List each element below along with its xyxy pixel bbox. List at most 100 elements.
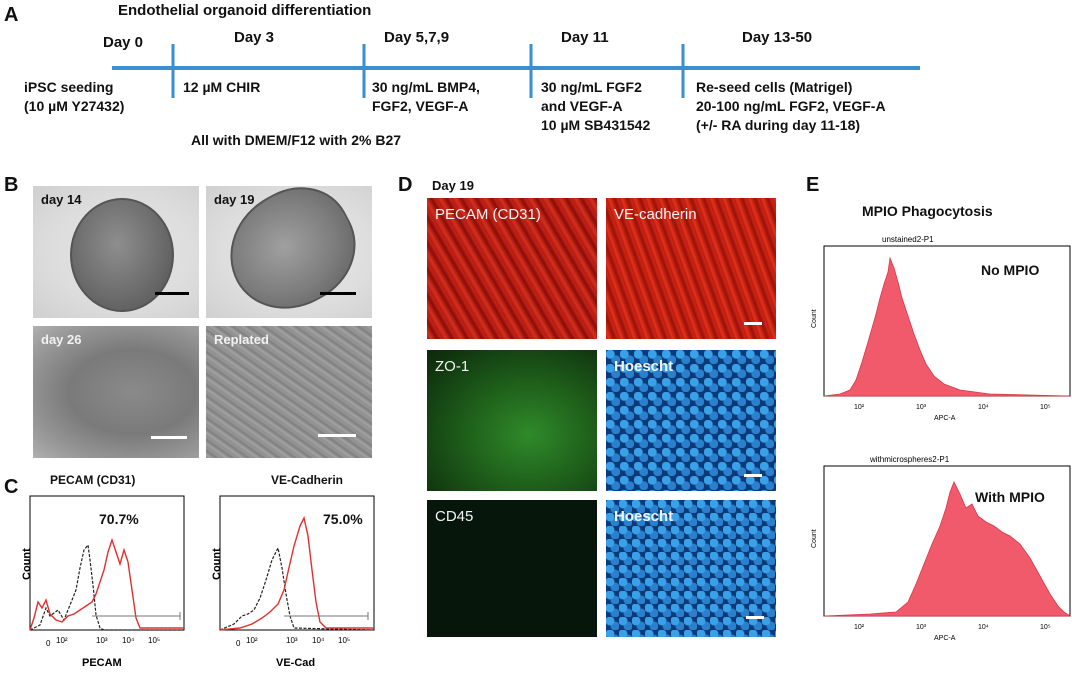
scale-bar — [320, 292, 356, 295]
fluor-vecadherin: VE-cadherin — [606, 198, 776, 339]
day-label-5-7-9: Day 5,7,9 — [384, 29, 450, 46]
percent-pecam: 70.7% — [99, 511, 139, 527]
image-label: Replated — [214, 332, 269, 347]
step-1: 12 µM CHIR — [183, 78, 260, 97]
x-tick: 10² — [854, 624, 865, 631]
fluor-pecam: PECAM (CD31) — [427, 198, 597, 339]
brightfield-replated: Replated — [206, 326, 372, 458]
step-2-line-1: 30 ng/mL BMP4, — [372, 79, 480, 95]
stained-histogram — [29, 537, 184, 631]
day-label-3: Day 3 — [234, 29, 275, 46]
flow-plot-with-mpio: withmicrospheres2-P1 Count 10² 10³ 10⁴ 1… — [811, 455, 1072, 642]
label-no-mpio: No MPIO — [981, 262, 1040, 278]
control-histogram — [29, 543, 184, 631]
flow-plot-no-mpio: unstained2-P1 Count 10² 10³ 10⁴ 10⁵ APC-… — [811, 235, 1071, 422]
image-label: day 19 — [214, 192, 255, 207]
image-label: day 14 — [41, 192, 82, 207]
image-label: VE-cadherin — [614, 206, 697, 223]
label-with-mpio: With MPIO — [975, 489, 1045, 505]
y-axis-label: Count — [21, 548, 33, 580]
step-4-line-1: Re-seed cells (Matrigel) — [696, 79, 853, 95]
day-label-13-50: Day 13-50 — [742, 29, 813, 46]
x-tick: 10² — [56, 636, 68, 645]
step-1-line-1: 12 µM CHIR — [183, 79, 261, 95]
image-label: PECAM (CD31) — [435, 206, 541, 223]
x-axis-label: APC-A — [934, 415, 956, 422]
flow-plot-pecam: Count 0 10² 10³ 10⁴ 10⁵ PECAM — [21, 495, 185, 669]
brightfield-day14: day 14 — [33, 186, 199, 318]
scale-bar — [155, 292, 189, 295]
x-axis-label: APC-A — [934, 635, 956, 642]
x-tick: 10⁵ — [338, 636, 350, 645]
scale-bar — [746, 616, 764, 619]
x-tick: 10³ — [916, 404, 927, 411]
x-tick: 10³ — [286, 636, 298, 645]
step-4: Re-seed cells (Matrigel) 20-100 ng/mL FG… — [696, 78, 886, 135]
control-histogram — [219, 546, 375, 631]
fluor-hoechst-1: Hoescht — [606, 350, 776, 491]
panel-a-footer: All with DMEM/F12 with 2% B27 — [191, 132, 402, 148]
brightfield-day19: day 19 — [206, 186, 372, 318]
x-tick: 0 — [46, 639, 51, 648]
x-tick: 10³ — [96, 636, 108, 645]
timeline — [112, 44, 920, 98]
x-tick: 10⁴ — [978, 624, 989, 631]
y-axis-label: Count — [211, 548, 223, 580]
step-2: 30 ng/mL BMP4, FGF2, VEGF-A — [372, 78, 480, 116]
step-4-line-2: 20-100 ng/mL FGF2, VEGF-A — [696, 98, 886, 114]
panel-a-title: Endothelial organoid differentiation — [118, 2, 372, 19]
histogram-fill — [823, 256, 1071, 397]
x-tick: 10² — [854, 404, 865, 411]
step-3-line-1: 30 ng/mL FGF2 — [541, 79, 642, 95]
fluor-hoechst-2: Hoescht — [606, 500, 776, 637]
step-0-line-1: iPSC seeding — [24, 79, 114, 95]
plot-header: unstained2-P1 — [882, 235, 934, 244]
y-axis-label: Count — [811, 309, 818, 328]
x-tick: 10³ — [916, 624, 927, 631]
panel-d-letter: D — [398, 174, 413, 196]
x-tick: 10⁴ — [312, 636, 325, 645]
x-axis-label: PECAM — [82, 657, 122, 669]
panel-e-title: MPIO Phagocytosis — [862, 203, 993, 219]
x-tick: 10⁴ — [978, 404, 989, 411]
scale-bar — [744, 322, 762, 325]
day-label-0: Day 0 — [103, 34, 144, 51]
flow-plot-vecad: Count 0 10² 10³ 10⁴ 10⁵ VE-Cad — [211, 495, 375, 669]
stained-histogram — [219, 515, 374, 631]
step-3-line-2: and VEGF-A — [541, 98, 623, 114]
y-axis-label: Count — [811, 529, 818, 548]
step-3: 30 ng/mL FGF2 and VEGF-A 10 µM SB431542 — [541, 78, 650, 135]
image-label: Hoescht — [614, 358, 674, 375]
panel-d-subtitle: Day 19 — [432, 178, 474, 193]
x-tick: 10² — [246, 636, 258, 645]
panel-c-letter: C — [4, 476, 19, 498]
histogram-fill — [823, 481, 1072, 617]
x-axis-label: VE-Cad — [276, 657, 315, 669]
panel-a-letter: A — [4, 4, 19, 26]
x-tick: 10⁵ — [1040, 404, 1051, 411]
fluor-cd45: CD45 — [427, 500, 597, 637]
image-label: ZO-1 — [435, 358, 470, 375]
x-tick: 10⁵ — [148, 636, 160, 645]
plot-header: withmicrospheres2-P1 — [869, 455, 950, 464]
scale-bar — [744, 474, 762, 477]
step-4-line-3: (+/- RA during day 11-18) — [696, 117, 861, 133]
plot-frame — [219, 495, 375, 631]
step-3-line-3: 10 µM SB431542 — [541, 117, 651, 133]
x-tick: 0 — [236, 639, 241, 648]
panel-b-letter: B — [4, 174, 19, 196]
panel-e-letter: E — [806, 174, 820, 196]
brightfield-day26: day 26 — [33, 326, 199, 458]
image-label: day 26 — [41, 332, 82, 347]
flow-title-pecam: PECAM (CD31) — [50, 473, 136, 487]
image-label: CD45 — [435, 508, 474, 525]
day-label-11: Day 11 — [561, 29, 609, 46]
step-0: iPSC seeding (10 µM Y27432) — [24, 78, 124, 116]
x-tick: 10⁵ — [1040, 624, 1051, 631]
x-tick: 10⁴ — [122, 636, 135, 645]
flow-title-vecad: VE-Cadherin — [271, 473, 344, 487]
image-label: Hoescht — [614, 508, 674, 525]
scale-bar — [151, 436, 187, 439]
percent-vecad: 75.0% — [323, 511, 363, 527]
scale-bar — [318, 434, 356, 437]
